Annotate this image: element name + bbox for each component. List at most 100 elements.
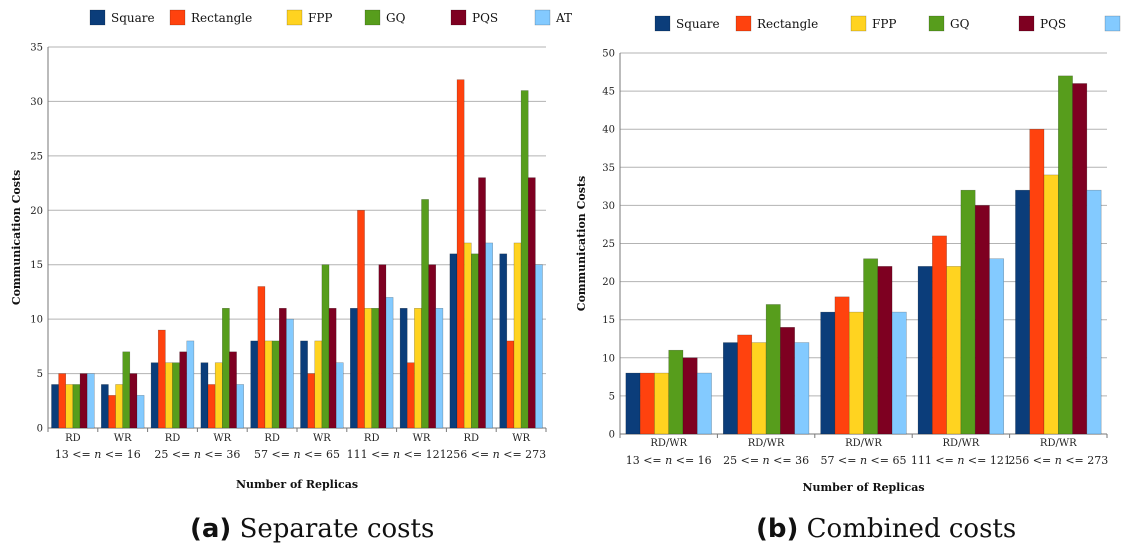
bar-pqs <box>328 308 337 429</box>
bar-fpp <box>513 242 522 429</box>
legend-label-fpp: FPP <box>872 17 896 31</box>
bar-pqs <box>278 308 287 429</box>
bar-at <box>385 297 394 429</box>
bar-gq <box>960 189 976 435</box>
legend-swatch-pqs <box>1018 15 1035 32</box>
bar-fpp <box>264 340 273 429</box>
bar-gq <box>122 351 131 429</box>
bar-square <box>51 384 59 429</box>
x-tick-label: WR <box>114 433 132 444</box>
bar-gq <box>668 349 684 435</box>
y-tick-label: 35 <box>602 163 615 174</box>
bar-square <box>250 340 259 429</box>
group-label: 256 <= n <= 273 <box>446 448 546 461</box>
bar-at <box>485 242 493 429</box>
x-axis-title: Number of Replicas <box>802 481 924 494</box>
bar-square <box>101 384 109 429</box>
bar-at <box>891 311 907 435</box>
caption-b-tag: (b) <box>756 514 799 544</box>
bar-pqs <box>428 264 437 429</box>
group-label: 111 <= n <= 121 <box>911 454 1011 467</box>
legend-label-at: AT <box>555 11 572 25</box>
group-label: 57 <= n <= 65 <box>254 448 340 461</box>
legend-label-square: Square <box>111 11 155 25</box>
y-tick-label: 15 <box>30 260 43 271</box>
y-tick-label: 45 <box>602 87 615 98</box>
legend-swatch-at <box>1104 15 1121 32</box>
caption-a-tag: (a) <box>190 514 232 544</box>
caption-a: (a) Separate costs <box>190 514 434 544</box>
legend-swatch-rectangle <box>735 15 752 32</box>
legend-swatch-rectangle <box>169 9 186 26</box>
bar-gq <box>222 308 230 429</box>
bar-fpp <box>654 372 669 435</box>
bar-at <box>435 308 444 429</box>
legend-swatch-gq <box>928 15 945 32</box>
legend-label-square: Square <box>676 17 720 31</box>
bar-rectangle <box>257 286 266 429</box>
bar-rectangle <box>207 384 216 429</box>
bar-pqs <box>478 177 486 429</box>
legend-swatch-fpp <box>850 15 867 32</box>
bar-at <box>236 384 244 429</box>
y-tick-label: 15 <box>602 315 615 326</box>
legend-label-gq: GQ <box>950 17 970 31</box>
bar-fpp <box>751 342 767 435</box>
bar-at <box>535 264 543 429</box>
legend-swatch-pqs <box>450 9 467 26</box>
x-tick-label: WR <box>313 433 331 444</box>
caption-b-text: Combined costs <box>806 514 1017 544</box>
bar-gq <box>371 308 380 429</box>
bar-pqs <box>780 327 795 435</box>
bar-at <box>186 340 195 429</box>
bar-gq <box>172 362 180 429</box>
bar-fpp <box>65 384 74 429</box>
y-tick-label: 20 <box>602 277 615 288</box>
legend-label-pqs: PQS <box>472 11 498 25</box>
y-tick-label: 5 <box>609 391 615 402</box>
bar-at <box>794 342 810 435</box>
group-label: 13 <= n <= 16 <box>626 454 712 467</box>
bar-square <box>917 266 933 435</box>
group-label: 111 <= n <= 121 <box>347 448 447 461</box>
bar-square <box>499 253 508 429</box>
x-axis-title: Number of Replicas <box>236 478 358 491</box>
bar-square <box>300 340 308 429</box>
y-tick-label: 10 <box>30 315 43 326</box>
bar-rectangle <box>639 372 655 435</box>
x-tick-label: RD/WR <box>943 438 980 449</box>
bar-at <box>86 373 95 429</box>
bar-gq <box>72 384 81 429</box>
chart-a: 0 5 10 15 20 25 30 35 RD WR RD WR RD WR RD WR RD WR 13 <= … <box>10 9 572 491</box>
bar-pqs <box>229 351 237 429</box>
bar-pqs <box>378 264 387 429</box>
bar-gq <box>765 304 781 435</box>
bar-fpp <box>364 308 372 429</box>
x-tick-label: RD <box>264 433 280 444</box>
bar-fpp <box>115 384 123 429</box>
bar-fpp <box>1043 174 1059 435</box>
x-tick-label: RD <box>165 433 181 444</box>
bar-gq <box>471 253 479 429</box>
group-label: 57 <= n <= 65 <box>821 454 907 467</box>
bar-at <box>286 318 294 429</box>
bar-pqs <box>1072 83 1088 435</box>
group-label: 13 <= n <= 16 <box>55 448 141 461</box>
group-label: 25 <= n <= 36 <box>154 448 240 461</box>
y-axis-title: Communication Costs <box>10 170 23 305</box>
bar-square <box>625 372 641 435</box>
bar-rectangle <box>307 373 316 429</box>
bar-pqs <box>79 373 88 429</box>
x-tick-label: RD <box>464 433 480 444</box>
bar-pqs <box>877 266 893 435</box>
bar-square <box>722 342 738 435</box>
bar-at <box>697 372 712 435</box>
bar-fpp <box>314 340 323 429</box>
y-tick-label: 10 <box>602 353 615 364</box>
caption-a-text: Separate costs <box>239 514 435 544</box>
legend-swatch-square <box>89 9 106 26</box>
bar-square <box>200 362 209 429</box>
y-tick-label: 40 <box>602 125 615 136</box>
legend-label-rectangle: Rectangle <box>191 11 252 25</box>
